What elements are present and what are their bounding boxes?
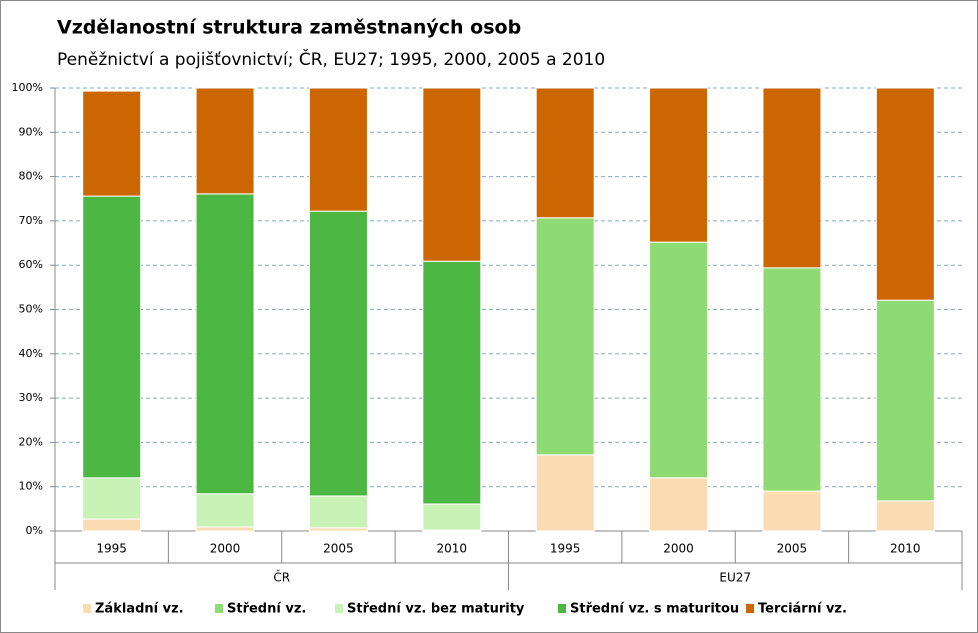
legend-label: Terciární vz. (758, 602, 847, 617)
bar-segment (422, 87, 482, 262)
legend-label: Střední vz. (227, 602, 306, 617)
y-tick-label: 30% (19, 391, 43, 404)
bar-segment (875, 299, 935, 502)
group-label: EU27 (719, 571, 751, 585)
x-tick-label: 1995 (96, 542, 127, 556)
legend-label: Základní vz. (95, 602, 184, 617)
bar-segment (308, 495, 368, 529)
legend-label: Střední vz. bez maturity (347, 602, 525, 617)
y-tick-label: 10% (19, 480, 43, 493)
bar-segment (422, 260, 482, 505)
bar-segment (649, 477, 709, 532)
y-tick-label: 40% (19, 347, 43, 360)
bar-segment (82, 195, 142, 479)
chart-subtitle: Peněžnictví a pojišťovnictví; ČR, EU27; … (57, 48, 605, 70)
y-tick-label: 70% (19, 214, 43, 227)
x-tick-label: 2000 (210, 542, 241, 556)
x-tick-label: 2005 (323, 542, 354, 556)
legend-marker (746, 604, 754, 613)
y-tick-label: 20% (19, 435, 43, 448)
bar-segment (762, 490, 822, 532)
y-tick-label: 0% (26, 524, 43, 537)
x-tick-label: 2000 (663, 542, 694, 556)
bar-segment (875, 500, 935, 532)
bar-segment (195, 526, 255, 532)
bar-segment (649, 87, 709, 243)
bar-segment (762, 87, 822, 269)
y-tick-label: 90% (19, 125, 43, 138)
legend-label: Střední vz. s maturitou (570, 602, 739, 617)
y-tick-label: 60% (19, 258, 43, 271)
x-tick-label: 2005 (777, 542, 808, 556)
y-tick-label: 50% (19, 303, 43, 316)
legend-marker (335, 604, 343, 613)
bar-segment (82, 477, 142, 520)
bar-segment (535, 217, 595, 456)
bar-segment (649, 241, 709, 479)
legend-marker (83, 604, 91, 613)
y-tick-label: 100% (12, 81, 43, 94)
bar-segment (308, 210, 368, 497)
chart-title: Vzdělanostní struktura zaměstnaných osob (57, 17, 521, 39)
y-tick-label: 80% (19, 170, 43, 183)
bar-segment (535, 87, 595, 219)
legend-marker (215, 604, 223, 613)
bar-segment (195, 493, 255, 528)
bar-segment (195, 87, 255, 195)
bar-segment (875, 87, 935, 301)
bar-segment (82, 518, 142, 532)
bar-segment (535, 454, 595, 532)
legend-marker (558, 604, 566, 613)
x-tick-label: 2010 (890, 542, 921, 556)
bar-segment (422, 503, 482, 531)
bar-segment (308, 87, 368, 212)
bar-segment (82, 90, 142, 197)
x-tick-label: 1995 (550, 542, 581, 556)
x-tick-label: 2010 (437, 542, 468, 556)
group-label: ČR (273, 570, 290, 585)
bar-segment (195, 193, 255, 495)
bar-segment (762, 267, 822, 492)
